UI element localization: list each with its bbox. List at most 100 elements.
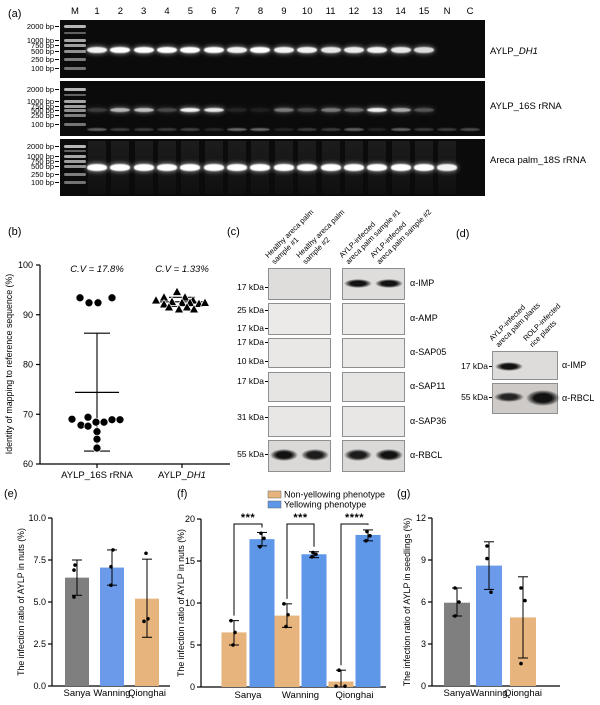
ladder-tick: [55, 50, 59, 52]
ladder-tick: [55, 181, 59, 183]
lane-header: 3: [141, 6, 147, 17]
gel-band: [227, 47, 248, 53]
x-category-label: Wanning: [282, 690, 319, 701]
scatter-point: [92, 427, 102, 437]
marker-band: [64, 32, 86, 34]
y-axis-title: The infection ratio of AYLP in seedlings…: [402, 518, 412, 686]
blot-membrane-right: [342, 406, 405, 437]
ladder-label: 1000 bp: [26, 151, 54, 161]
gel-band: [273, 164, 294, 171]
marker-band: [64, 150, 86, 152]
blot-membrane-left: [268, 406, 331, 437]
blot-membrane-left: [268, 268, 331, 300]
marker-band: [64, 49, 86, 53]
blot-band: [495, 361, 523, 371]
ladder-label: 2000 bp: [26, 84, 54, 94]
marker-band: [64, 57, 86, 61]
data-point: [111, 548, 115, 552]
y-tick-label: 70: [23, 409, 33, 419]
ladder-tick: [55, 88, 59, 90]
marker-band: [64, 122, 86, 126]
data-point: [489, 590, 493, 594]
data-point: [72, 568, 76, 572]
legend-label: Non-yellowing phenotype: [284, 490, 385, 500]
antibody-label: α-IMP: [562, 359, 587, 370]
y-axis-title: Identity of mapping to reference sequenc…: [4, 274, 14, 455]
ladder-tick: [55, 25, 59, 27]
significance-stars: ****: [345, 512, 364, 524]
gel-band: [157, 107, 178, 113]
data-point: [109, 564, 113, 569]
gel-band: [367, 107, 388, 113]
gel-band: [180, 107, 201, 113]
ladder-label: 500 bp: [31, 46, 54, 56]
gel-band: [180, 47, 201, 53]
chart-b: 60 70 80 90 100 Identity of mapping to refere…: [4, 260, 230, 481]
gel-band: [133, 47, 154, 53]
lane-header: 11: [325, 6, 336, 17]
gel-band: [227, 164, 248, 171]
ladder-tick: [55, 45, 59, 46]
blot-membrane-left: [268, 338, 331, 368]
y-tick-label: 15: [185, 556, 195, 566]
data-point: [286, 612, 290, 617]
y-tick-label: 100: [18, 260, 33, 270]
lane-header: C: [466, 6, 474, 17]
kda-tick: [265, 341, 268, 343]
marker-band: [64, 87, 86, 91]
kda-tick: [489, 396, 492, 398]
gel-band: [87, 47, 107, 53]
kda-tick: [265, 360, 268, 362]
scatter-point: [67, 414, 77, 424]
data-point: [282, 602, 286, 606]
scatter-point: [199, 297, 211, 307]
gel-dimer-band: [133, 127, 154, 132]
x-category-label: Wanning: [93, 688, 130, 699]
gel-dimer-band: [250, 127, 271, 132]
y-tick-label: 0: [421, 681, 426, 691]
antibody-label: α-SAP36: [410, 415, 447, 426]
kda-label: 55 kDa: [237, 449, 264, 459]
data-point: [365, 529, 369, 534]
ladder-label: 500 bp: [31, 106, 54, 115]
marker-band: [64, 109, 86, 112]
ladder-tick: [55, 100, 59, 102]
gel-band: [87, 107, 107, 113]
gel-image-2: [60, 81, 485, 136]
data-point: [72, 595, 76, 599]
y-axis-title: The infection ratio of AYLP in nuts (%): [176, 529, 186, 677]
ladder-tick: [55, 67, 59, 69]
data-point: [453, 586, 457, 590]
data-point: [310, 555, 314, 559]
significance-bracket: [340, 523, 369, 666]
kda-label: 10 kDa: [237, 356, 264, 366]
gel-band: [390, 164, 411, 171]
lane-header: 14: [395, 6, 406, 17]
data-point: [485, 544, 489, 548]
kda-label: 55 kDa: [461, 392, 488, 402]
gel-band: [390, 107, 411, 113]
kda-label: 25 kDa: [237, 305, 264, 315]
bar-sanya-yellowing: [249, 539, 275, 687]
ladder-label: 250 bp: [31, 54, 54, 64]
panel-label-g: (g): [397, 488, 411, 500]
scatter-point: [99, 417, 109, 427]
kda-label: 17 kDa: [237, 323, 264, 333]
gel-band: [343, 164, 364, 171]
y-tick-label: 9: [421, 555, 426, 565]
gel-dimer-band: [110, 127, 131, 132]
ladder-tick: [55, 58, 59, 60]
blot-band: [301, 449, 329, 461]
blot-band: [494, 392, 524, 402]
gel-label-18s: Areca palm_18S rRNA: [490, 155, 586, 166]
blot-band: [344, 449, 372, 461]
x-category-label: Qionghai: [504, 688, 542, 699]
marker-band: [64, 94, 86, 96]
scatter-point: [75, 293, 85, 303]
gel-dimer-band: [157, 127, 178, 132]
ladder-tick: [55, 105, 59, 107]
ladder-tick: [55, 39, 59, 41]
ladder-tick: [55, 145, 59, 147]
y-tick-label: 20: [185, 514, 195, 524]
y-tick-label: 6: [421, 597, 426, 607]
